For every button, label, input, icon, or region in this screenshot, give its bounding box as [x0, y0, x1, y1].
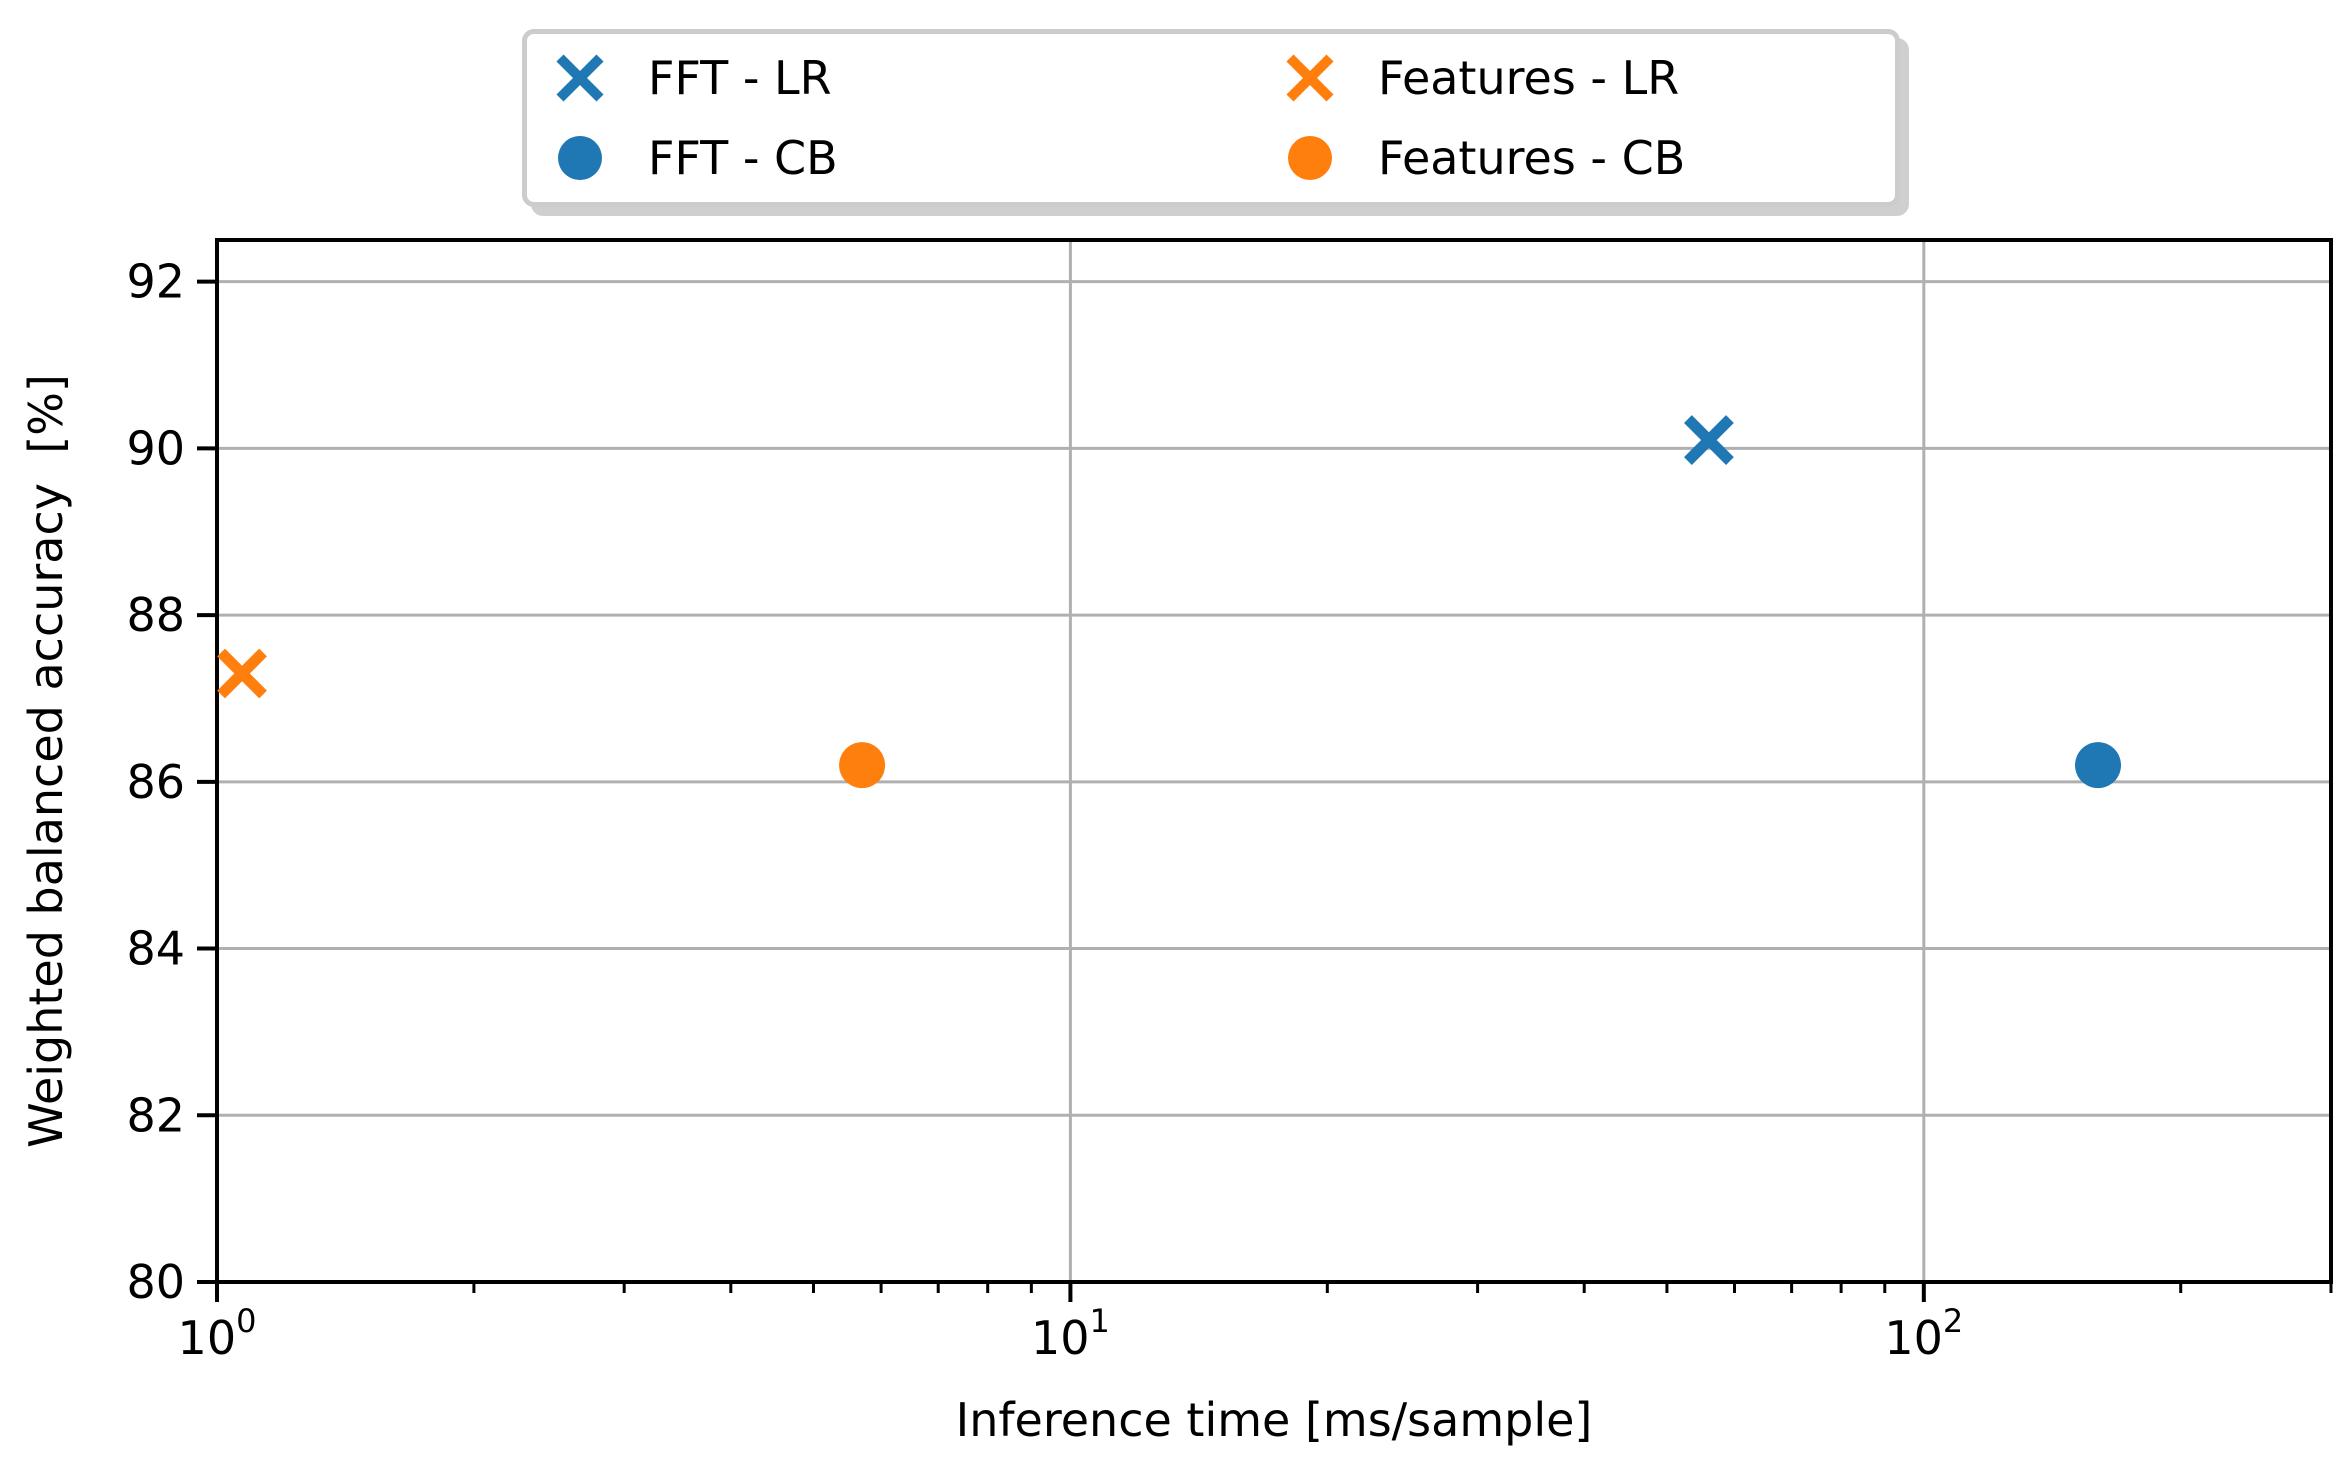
legend-entry: FFT - CB	[552, 118, 1282, 198]
y-tick-label: 84	[126, 922, 185, 976]
legend-x-marker-icon	[1286, 54, 1334, 102]
axes-frame	[215, 238, 2333, 1284]
legend-label: Features - LR	[1378, 51, 1680, 105]
data-points	[217, 415, 2122, 789]
legend-label: Features - CB	[1378, 131, 1686, 185]
legend-label: FFT - CB	[648, 131, 838, 185]
y-tick-label: 86	[126, 755, 185, 809]
legend-column-2: Features - LR Features - CB	[1282, 38, 1885, 198]
data-point-x-marker	[1684, 415, 1734, 465]
y-tick-label: 90	[126, 421, 185, 475]
grid-lines	[215, 240, 2331, 1284]
y-axis-label: Weighted balanced accuracy [%]	[19, 374, 73, 1148]
legend-entry: FFT - LR	[552, 38, 1282, 118]
tick-labels: 80 82 84 86 88 90 92 100 101 102	[126, 255, 1963, 1365]
legend-column-1: FFT - LR FFT - CB	[552, 38, 1282, 198]
legend-circle-marker-icon	[558, 136, 602, 180]
axis-ticks	[197, 279, 2333, 1302]
data-point-circle-marker	[839, 742, 886, 789]
y-tick-label: 82	[126, 1088, 185, 1142]
legend-x-marker-icon	[556, 54, 604, 102]
legend-label: FFT - LR	[648, 51, 832, 105]
legend-entry: Features - LR	[1282, 38, 1885, 118]
data-point-x-marker	[217, 648, 267, 699]
x-axis-label: Inference time [ms/sample]	[956, 1393, 1593, 1447]
y-tick-label: 92	[126, 255, 185, 309]
y-tick-label: 80	[126, 1255, 185, 1309]
legend-entry: Features - CB	[1282, 118, 1885, 198]
legend-box: FFT - LR FFT - CB Features - LR Features -…	[522, 29, 1900, 207]
x-tick-label: 101	[1031, 1302, 1110, 1365]
plot-frame	[215, 238, 2333, 1284]
x-tick-label: 100	[178, 1302, 257, 1365]
legend-circle-marker-icon	[1288, 136, 1332, 180]
x-tick-label: 102	[1884, 1302, 1963, 1365]
y-tick-label: 88	[126, 588, 185, 642]
data-point-circle-marker	[2075, 742, 2122, 789]
